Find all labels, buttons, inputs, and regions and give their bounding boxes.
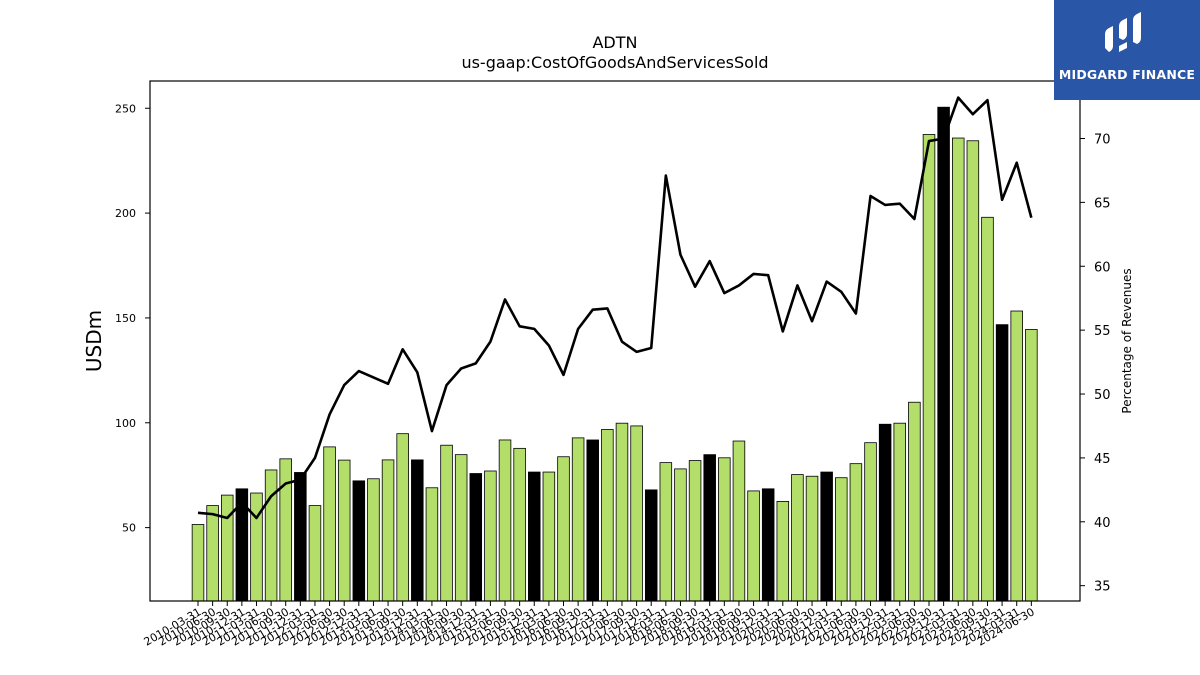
y2-tick-label: 65	[1094, 196, 1111, 211]
bar	[951, 137, 965, 602]
bar	[425, 487, 439, 602]
bar	[601, 429, 614, 602]
chart-subtitle: us-gaap:CostOfGoodsAndServicesSold	[461, 53, 768, 72]
bar	[791, 474, 804, 602]
bar	[528, 471, 541, 602]
bar	[805, 475, 819, 602]
bar	[484, 470, 497, 602]
logo-mark-icon	[1105, 12, 1141, 52]
y2-tick-label: 55	[1094, 324, 1111, 339]
percentage-line	[197, 96, 1033, 520]
bar	[718, 457, 731, 602]
bar	[542, 471, 556, 602]
bar	[703, 454, 716, 602]
bar	[835, 477, 848, 602]
chart-title: ADTN	[592, 33, 637, 52]
y2-tick-label: 70	[1094, 132, 1111, 147]
y2-tick-label: 50	[1094, 388, 1111, 403]
bar	[732, 440, 746, 602]
bar	[747, 490, 760, 602]
bar	[308, 505, 322, 602]
bar	[864, 442, 877, 602]
bar	[250, 492, 263, 602]
bar	[688, 460, 702, 602]
bar	[206, 505, 219, 602]
bar	[367, 478, 380, 602]
bar	[981, 216, 994, 602]
bar	[440, 444, 453, 602]
axes: 5010015020025035404550556065702010-03-31…	[115, 80, 1111, 649]
bar	[908, 401, 921, 602]
bar	[396, 433, 409, 602]
y2-tick-label: 35	[1094, 580, 1111, 595]
bar	[776, 500, 790, 602]
bar	[615, 422, 629, 602]
bar	[761, 488, 775, 602]
bar	[323, 446, 336, 602]
plot-frame	[149, 80, 1081, 602]
bar	[820, 471, 833, 602]
bar	[469, 473, 483, 602]
y2-tick-label: 45	[1094, 452, 1111, 467]
bar	[220, 494, 234, 602]
bar	[878, 423, 892, 602]
y-tick-label: 150	[115, 312, 136, 325]
bar	[1010, 310, 1023, 602]
bar	[352, 480, 366, 602]
bar	[674, 468, 687, 602]
bar	[498, 439, 512, 602]
bar	[659, 462, 673, 602]
bar	[630, 425, 643, 602]
bar	[191, 524, 205, 602]
y-tick-label: 250	[115, 102, 136, 115]
bar	[454, 454, 468, 602]
bar	[644, 489, 658, 602]
bar	[586, 439, 599, 602]
bar	[264, 469, 278, 602]
y2-tick-label: 60	[1094, 260, 1111, 275]
bar	[966, 140, 980, 602]
y2-axis-label: Percentage of Revenues	[1120, 268, 1134, 413]
bar	[411, 459, 424, 602]
bar	[1025, 329, 1038, 602]
y-tick-label: 100	[115, 417, 136, 430]
y2-tick-label: 40	[1094, 516, 1111, 531]
y-axis-label: USDm	[82, 310, 106, 372]
bar	[849, 463, 863, 602]
bar	[337, 459, 351, 602]
bar-series	[191, 106, 1038, 602]
bar	[937, 106, 950, 602]
bar	[571, 437, 585, 602]
y-tick-label: 50	[122, 522, 136, 535]
bar	[893, 422, 907, 602]
bar	[513, 447, 526, 602]
bar	[381, 459, 395, 602]
bar	[922, 134, 936, 602]
brand-logo: MIDGARD FINANCE	[1054, 0, 1200, 100]
bar	[279, 458, 292, 602]
bar	[294, 472, 307, 602]
bar	[995, 324, 1009, 602]
bar	[557, 456, 570, 602]
logo-text: MIDGARD FINANCE	[1058, 67, 1196, 82]
y-tick-label: 200	[115, 207, 136, 220]
line-series	[197, 96, 1033, 520]
